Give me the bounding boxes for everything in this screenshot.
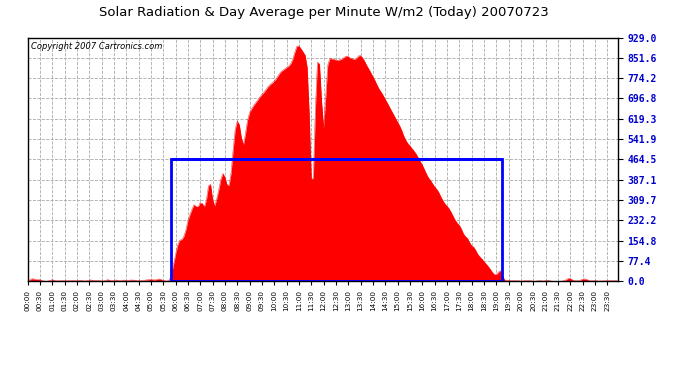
Text: Copyright 2007 Cartronics.com: Copyright 2007 Cartronics.com	[30, 42, 162, 51]
Bar	[172, 159, 502, 281]
Text: Solar Radiation & Day Average per Minute W/m2 (Today) 20070723: Solar Radiation & Day Average per Minute…	[99, 6, 549, 19]
